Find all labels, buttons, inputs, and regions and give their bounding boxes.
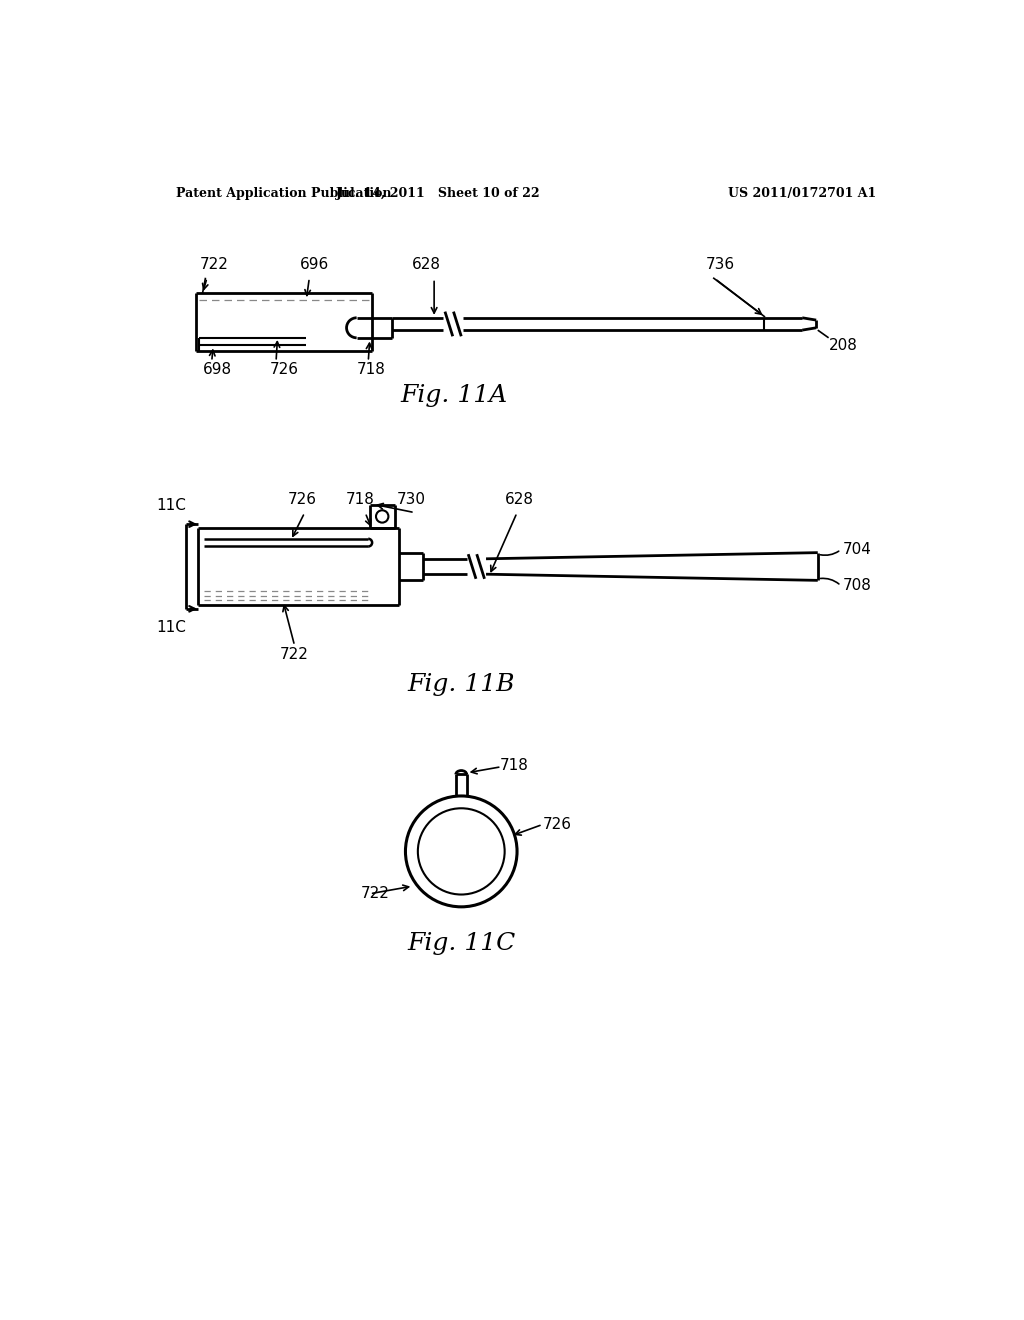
Text: 722: 722 bbox=[360, 886, 389, 902]
Text: Patent Application Publication: Patent Application Publication bbox=[176, 186, 391, 199]
Text: 11C: 11C bbox=[157, 499, 186, 513]
Text: 726: 726 bbox=[543, 817, 571, 832]
Text: Fig. 11C: Fig. 11C bbox=[408, 932, 515, 956]
Text: 704: 704 bbox=[843, 543, 871, 557]
Text: 718: 718 bbox=[346, 492, 375, 507]
Text: 730: 730 bbox=[396, 492, 425, 507]
Text: 696: 696 bbox=[300, 257, 330, 272]
Text: 628: 628 bbox=[505, 492, 534, 507]
Text: 726: 726 bbox=[288, 492, 316, 507]
Text: 698: 698 bbox=[203, 363, 232, 378]
Text: 208: 208 bbox=[829, 338, 858, 352]
Text: Fig. 11A: Fig. 11A bbox=[400, 384, 507, 407]
Text: US 2011/0172701 A1: US 2011/0172701 A1 bbox=[728, 186, 877, 199]
Text: 722: 722 bbox=[200, 257, 228, 272]
Text: 718: 718 bbox=[500, 758, 528, 772]
Text: Fig. 11B: Fig. 11B bbox=[408, 673, 515, 696]
Text: 11C: 11C bbox=[157, 619, 186, 635]
Text: 736: 736 bbox=[706, 257, 734, 272]
Text: 718: 718 bbox=[356, 363, 385, 378]
Text: 722: 722 bbox=[281, 647, 309, 663]
Text: Jul. 14, 2011   Sheet 10 of 22: Jul. 14, 2011 Sheet 10 of 22 bbox=[336, 186, 541, 199]
Text: 628: 628 bbox=[412, 257, 441, 272]
Text: 708: 708 bbox=[843, 578, 871, 593]
Text: 726: 726 bbox=[270, 363, 299, 378]
